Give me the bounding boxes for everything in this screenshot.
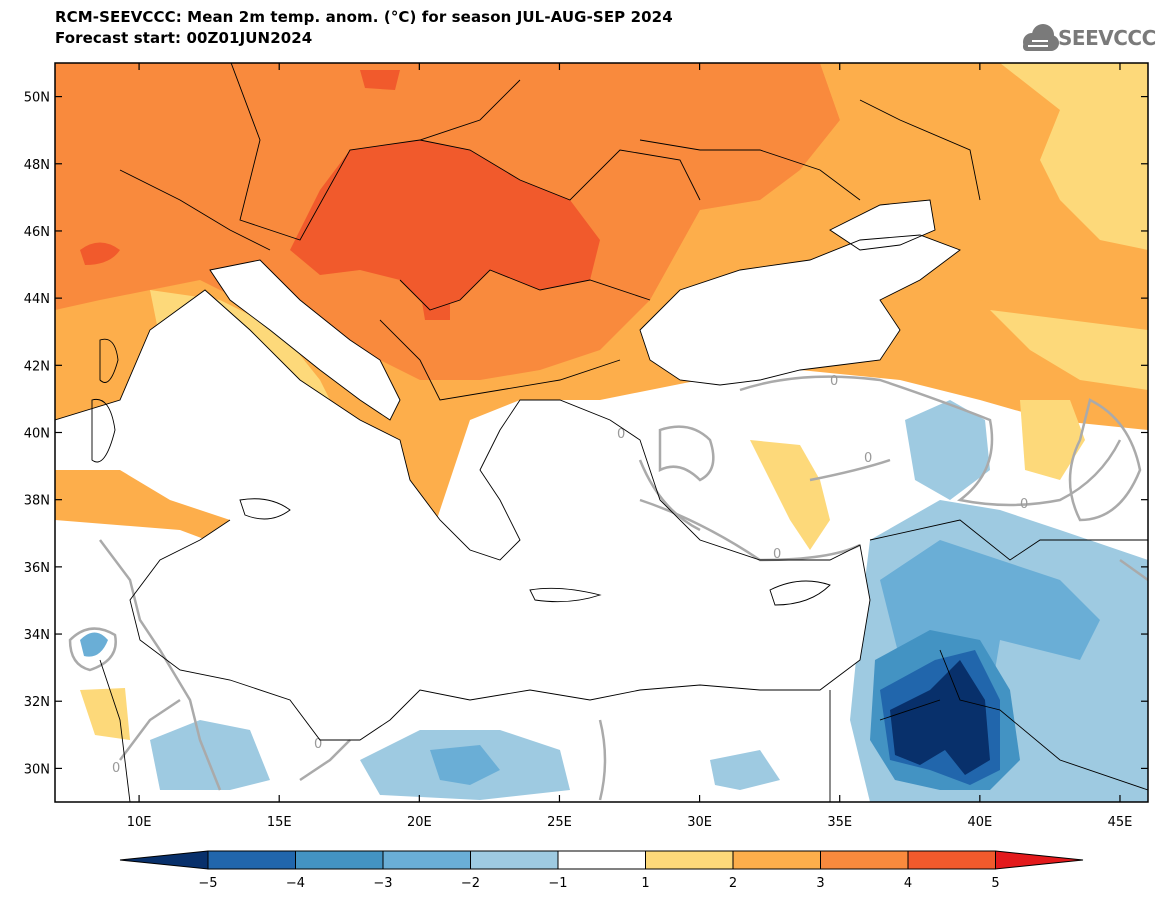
lon-tick-label: 40E xyxy=(967,815,992,830)
contour-label: 0 xyxy=(864,451,872,466)
lon-tick-label: 10E xyxy=(127,815,152,830)
contour-label: 0 xyxy=(617,427,625,442)
lat-tick-label: 42N xyxy=(24,359,50,374)
colorbar-label: −3 xyxy=(373,876,392,891)
anomaly-region-1to2 xyxy=(990,310,1148,390)
lon-tick-label: 45E xyxy=(1108,815,1133,830)
colorbar-segment xyxy=(207,850,296,870)
map-title: RCM-SEEVCCC: Mean 2m temp. anom. (°C) fo… xyxy=(55,8,673,26)
anomaly-region-minus1to2 xyxy=(905,400,990,500)
anomaly-region-minus2to3 xyxy=(80,632,108,657)
colorbar-segment xyxy=(470,850,559,870)
anomaly-region-minus1to2 xyxy=(150,720,270,790)
cloud-icon xyxy=(1023,24,1059,51)
lat-tick-label: 50N xyxy=(24,91,50,106)
colorbar-segment xyxy=(295,850,384,870)
colorbar-label: 2 xyxy=(729,876,737,891)
colorbar-label: 1 xyxy=(641,876,649,891)
anomaly-region-4to5 xyxy=(360,70,400,90)
lat-tick-label: 48N xyxy=(24,158,50,173)
colorbar-label: 5 xyxy=(991,876,999,891)
sea-of-azov xyxy=(830,200,935,250)
axis-tick-labels: 30N 32N 34N 36N 38N 40N 42N 44N 46N 48N 50N 10E 15E 2… xyxy=(24,91,1133,830)
anomaly-region-1to2 xyxy=(80,688,130,740)
colorbar-under-triangle xyxy=(119,850,209,870)
forecast-start-label: Forecast start: 00Z01JUN2024 xyxy=(55,29,313,47)
contour-label: 0 xyxy=(112,761,120,776)
lat-tick-label: 34N xyxy=(24,628,50,643)
lat-tick-label: 30N xyxy=(24,762,50,777)
lat-tick-label: 38N xyxy=(24,494,50,509)
zero-contour-labels: 0 0 0 0 0 0 0 xyxy=(112,374,1028,776)
colorbar-label: −1 xyxy=(548,876,567,891)
lon-tick-label: 30E xyxy=(687,815,712,830)
anomaly-region-minus2to3 xyxy=(430,745,500,785)
lat-tick-label: 44N xyxy=(24,292,50,307)
anomaly-region-minus1to2 xyxy=(710,750,780,790)
colorbar-label: −4 xyxy=(286,876,305,891)
anomaly-region-1to2 xyxy=(1000,63,1148,250)
colorbar-label: −5 xyxy=(198,876,217,891)
contour-label: 0 xyxy=(830,374,838,389)
lon-tick-label: 15E xyxy=(267,815,292,830)
lon-tick-label: 20E xyxy=(407,815,432,830)
axis-ticks xyxy=(55,63,1148,802)
colorbar-segment xyxy=(645,850,734,870)
contour-label: 0 xyxy=(1020,497,1028,512)
coastlines-borders xyxy=(55,63,1148,802)
lat-tick-label: 40N xyxy=(24,427,50,442)
anomaly-region-4to5 xyxy=(80,242,120,265)
contour-label: 0 xyxy=(773,547,781,562)
anomaly-fill-layer xyxy=(55,63,1148,802)
adriatic-sea xyxy=(210,260,400,420)
lat-tick-label: 32N xyxy=(24,695,50,710)
lat-tick-label: 36N xyxy=(24,561,50,576)
logo-text: SEEVCCC xyxy=(1058,26,1156,50)
anomaly-region-4to5 xyxy=(420,290,450,320)
colorbar-segment xyxy=(382,850,471,870)
anomaly-region-below-minus5 xyxy=(890,660,990,775)
lon-tick-label: 35E xyxy=(827,815,852,830)
colorbar: −5 −4 −3 −2 −1 1 2 3 4 5 xyxy=(119,850,1084,891)
colorbar-segment xyxy=(820,850,909,870)
lon-tick-label: 25E xyxy=(547,815,572,830)
anomaly-region-1to2 xyxy=(750,440,830,550)
anomaly-region-1to2 xyxy=(1020,400,1085,480)
anomaly-region-4to5 xyxy=(290,140,600,310)
colorbar-label: 4 xyxy=(904,876,912,891)
colorbar-segment xyxy=(732,850,821,870)
colorbar-segment xyxy=(557,850,646,870)
contour-label: 0 xyxy=(314,737,322,752)
colorbar-label: −2 xyxy=(461,876,480,891)
colorbar-over-triangle xyxy=(995,850,1084,870)
colorbar-segment xyxy=(907,850,996,870)
black-sea xyxy=(640,235,960,385)
colorbar-label: 3 xyxy=(816,876,824,891)
lat-tick-label: 46N xyxy=(24,225,50,240)
mediterranean-sea xyxy=(55,290,870,740)
